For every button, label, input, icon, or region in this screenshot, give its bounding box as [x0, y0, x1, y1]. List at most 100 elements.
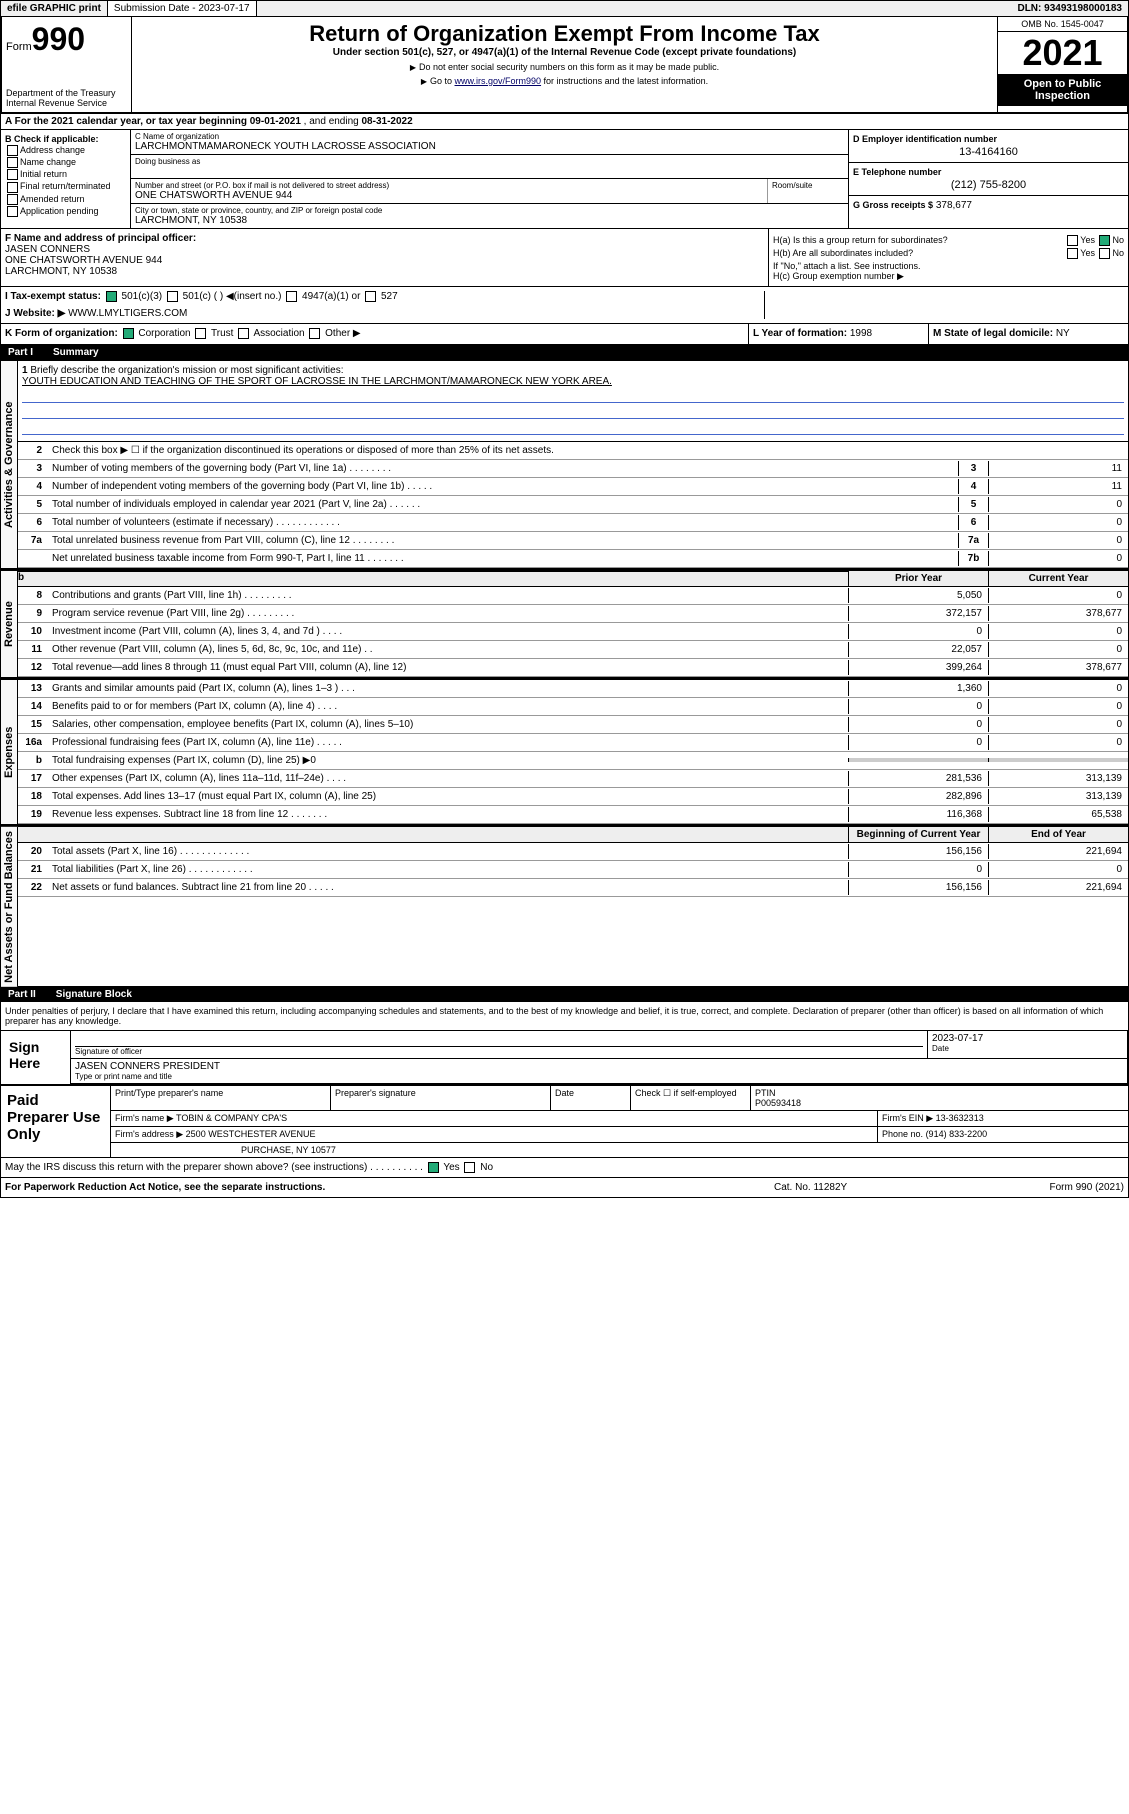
end-year-header: End of Year [988, 827, 1128, 842]
sig-date-label: Date [932, 1044, 1123, 1053]
form-label: Form [6, 41, 32, 53]
omb-number: OMB No. 1545-0047 [998, 17, 1127, 32]
line-13: 13Grants and similar amounts paid (Part … [18, 680, 1128, 698]
website-row: J Website: ▶ WWW.LMYLTIGERS.COM [5, 308, 764, 319]
paid-preparer-section: Paid Preparer Use Only Print/Type prepar… [1, 1084, 1128, 1157]
irs-link[interactable]: www.irs.gov/Form990 [455, 76, 542, 86]
paid-preparer-label: Paid Preparer Use Only [1, 1086, 111, 1157]
discuss-row: May the IRS discuss this return with the… [1, 1157, 1128, 1177]
efile-label[interactable]: efile GRAPHIC print [1, 1, 108, 16]
year-formation: 1998 [850, 328, 872, 339]
row-k-l-m: K Form of organization: Corporation Trus… [0, 324, 1129, 344]
chk-final-return[interactable]: Final return/terminated [5, 181, 126, 192]
line-10: 10Investment income (Part VIII, column (… [18, 623, 1128, 641]
row-a-tax-year: A For the 2021 calendar year, or tax yea… [0, 114, 1129, 130]
line-8: 8Contributions and grants (Part VIII, li… [18, 587, 1128, 605]
expenses-section: Expenses 13Grants and similar amounts pa… [0, 678, 1129, 825]
col-b-label: B Check if applicable: [5, 134, 126, 144]
city-state-zip: LARCHMONT, NY 10538 [135, 215, 844, 226]
domicile: NY [1056, 328, 1070, 339]
revenue-col-headers: b Prior Year Current Year [18, 571, 1128, 587]
preparer-name-label: Print/Type preparer's name [111, 1086, 331, 1110]
line-2: 2 Check this box ▶ ☐ if the organization… [18, 442, 1128, 460]
hc-label: H(c) Group exemption number ▶ [773, 271, 1124, 282]
signature-block: Under penalties of perjury, I declare th… [0, 1002, 1129, 1178]
chk-association[interactable] [238, 328, 249, 339]
firm-phone: (914) 833-2200 [926, 1129, 988, 1139]
line1-num: 1 [22, 365, 28, 376]
tax-exempt-status: I Tax-exempt status: 501(c)(3) 501(c) ( … [5, 291, 764, 302]
mission-label: Briefly describe the organization's miss… [30, 365, 343, 376]
sig-officer-label: Signature of officer [75, 1047, 923, 1056]
form-number: 990 [32, 21, 85, 57]
paperwork-notice: For Paperwork Reduction Act Notice, see … [5, 1182, 774, 1193]
chk-501c3[interactable] [106, 291, 117, 302]
firm-name-label: Firm's name ▶ [115, 1113, 174, 1123]
self-employed-chk[interactable]: Check ☐ if self-employed [631, 1086, 751, 1110]
firm-addr1: 2500 WESTCHESTER AVENUE [186, 1129, 316, 1139]
col-c-org-info: C Name of organization LARCHMONTMAMARONE… [131, 130, 848, 228]
line-6: 6Total number of volunteers (estimate if… [18, 514, 1128, 532]
discuss-text: May the IRS discuss this return with the… [5, 1162, 423, 1173]
preparer-date-label: Date [551, 1086, 631, 1110]
officer-addr1: ONE CHATSWORTH AVENUE 944 [5, 255, 764, 266]
org-name-label: C Name of organization [135, 132, 844, 141]
dba-label: Doing business as [135, 157, 844, 166]
firm-addr-label: Firm's address ▶ [115, 1129, 183, 1139]
cat-number: Cat. No. 11282Y [774, 1182, 974, 1193]
goto-note: Go to www.irs.gov/Form990 for instructio… [136, 76, 993, 86]
chk-amended[interactable]: Amended return [5, 194, 126, 205]
chk-501c[interactable] [167, 291, 178, 302]
sign-here-label: Sign Here [1, 1031, 71, 1084]
officer-name: JASEN CONNERS [5, 244, 764, 255]
phone-label: E Telephone number [853, 167, 1124, 177]
chk-4947[interactable] [286, 291, 297, 302]
part2-num: Part II [8, 989, 36, 1000]
net-col-headers: Beginning of Current Year End of Year [18, 827, 1128, 843]
discuss-no-chk[interactable] [464, 1162, 475, 1173]
chk-application-pending[interactable]: Application pending [5, 206, 126, 217]
col-d-ein-phone: D Employer identification number 13-4164… [848, 130, 1128, 228]
row-i-j: I Tax-exempt status: 501(c)(3) 501(c) ( … [0, 287, 1129, 324]
chk-527[interactable] [365, 291, 376, 302]
ha-label: H(a) Is this a group return for subordin… [773, 235, 948, 246]
tax-year: 2021 [998, 32, 1127, 74]
part1-body: Activities & Governance 1 Briefly descri… [0, 360, 1129, 569]
room-label: Room/suite [772, 181, 844, 190]
chk-corporation[interactable] [123, 328, 134, 339]
prior-year-header: Prior Year [848, 571, 988, 586]
line-19: 19Revenue less expenses. Subtract line 1… [18, 806, 1128, 824]
ssn-note: Do not enter social security numbers on … [136, 62, 993, 72]
chk-name-change[interactable]: Name change [5, 157, 126, 168]
line-15: 15Salaries, other compensation, employee… [18, 716, 1128, 734]
ein-value: 13-4164160 [853, 146, 1124, 158]
chk-address-change[interactable]: Address change [5, 145, 126, 156]
line-9: 9Program service revenue (Part VIII, lin… [18, 605, 1128, 623]
phone-value: (212) 755-8200 [853, 179, 1124, 191]
ptin-label: PTIN [755, 1088, 776, 1098]
vtab-governance: Activities & Governance [1, 361, 18, 568]
chk-other[interactable] [309, 328, 320, 339]
form-of-org: K Form of organization: Corporation Trus… [1, 324, 748, 343]
line-22: 22Net assets or fund balances. Subtract … [18, 879, 1128, 897]
dln: DLN: 93493198000183 [1011, 1, 1128, 16]
website-value[interactable]: WWW.LMYLTIGERS.COM [68, 308, 187, 319]
revenue-section: Revenue b Prior Year Current Year 8Contr… [0, 569, 1129, 678]
street-address: ONE CHATSWORTH AVENUE 944 [135, 190, 763, 201]
discuss-yes-chk[interactable] [428, 1162, 439, 1173]
hb-label: H(b) Are all subordinates included? [773, 248, 913, 259]
chk-initial-return[interactable]: Initial return [5, 169, 126, 180]
firm-phone-label: Phone no. [882, 1129, 923, 1139]
line-14: 14Benefits paid to or for members (Part … [18, 698, 1128, 716]
preparer-sig-label: Preparer's signature [331, 1086, 551, 1110]
form-title: Return of Organization Exempt From Incom… [136, 21, 993, 47]
year-formation-label: L Year of formation: [753, 328, 847, 339]
vtab-netassets: Net Assets or Fund Balances [1, 827, 18, 987]
domicile-label: M State of legal domicile: [933, 328, 1053, 339]
firm-ein-label: Firm's EIN ▶ [882, 1113, 933, 1123]
addr-label: Number and street (or P.O. box if mail i… [135, 181, 763, 190]
line-7a: 7aTotal unrelated business revenue from … [18, 532, 1128, 550]
firm-ein: 13-3632313 [936, 1113, 984, 1123]
chk-trust[interactable] [195, 328, 206, 339]
line-4: 4Number of independent voting members of… [18, 478, 1128, 496]
